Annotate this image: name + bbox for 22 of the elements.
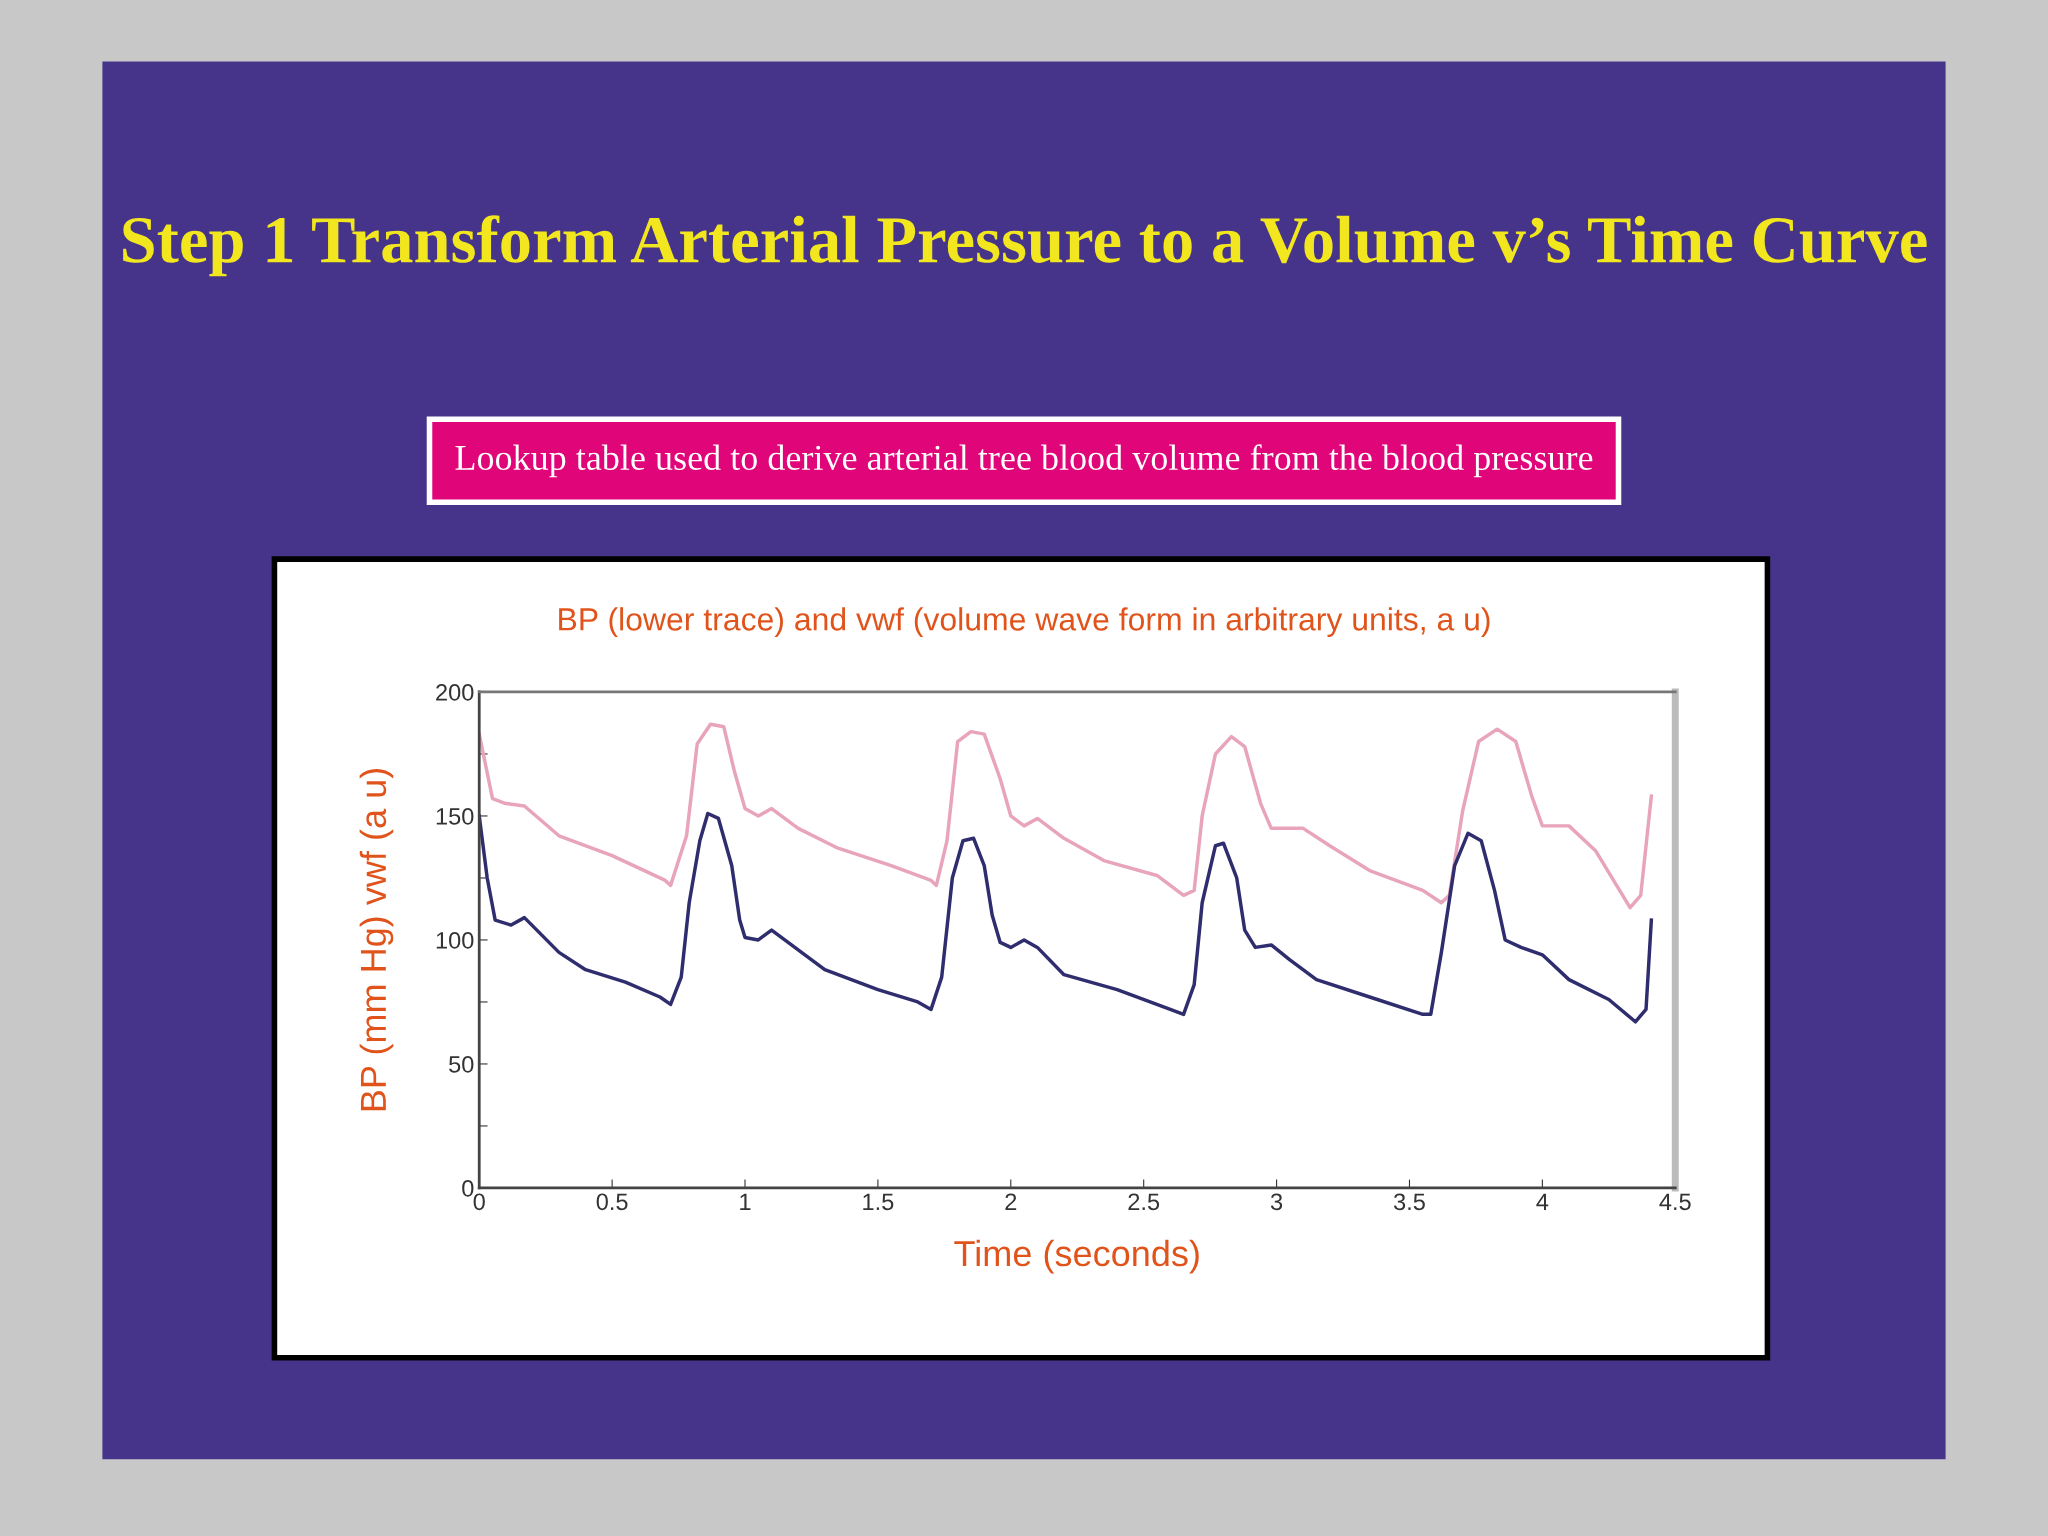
x-tick-label: 0.5 — [596, 1193, 628, 1211]
y-tick-label: 150 — [436, 808, 474, 825]
y-tick-label: 100 — [436, 932, 474, 949]
x-tick-label: 1 — [740, 1193, 751, 1210]
text: BP (lower trace) and vwf (volume wave form in arbitrary units, a u) — [559, 607, 1490, 637]
x-tick-label: 4 — [1536, 1193, 1549, 1210]
x-tick-label: 3.5 — [1393, 1193, 1425, 1211]
x-tick-label: 0 — [473, 1193, 485, 1211]
x-tick-label: 3 — [1270, 1193, 1283, 1211]
y-tick-label: 50 — [449, 1056, 474, 1073]
x-tick-label: 1.5 — [863, 1193, 894, 1211]
y-axis-title: BP (mm Hg) vwf (a u) — [359, 768, 394, 1111]
y-tick-label: 200 — [436, 684, 474, 701]
x-tick-label: 4.5 — [1659, 1193, 1691, 1211]
x-tick-label: 2 — [1005, 1193, 1017, 1210]
x-axis-title: Time (seconds) — [954, 1239, 1199, 1274]
chart-title: Step 1 Transform Arterial Pressure to a Volume v’s Time Curve — [123, 215, 1927, 277]
y-tick-label: 0 — [462, 1180, 474, 1197]
line-series — [479, 722, 1654, 910]
line-series — [479, 811, 1654, 1024]
x-tick-label: 2.5 — [1128, 1193, 1160, 1211]
chart-subtitle: Lookup table used to derive arterial tree blood volume from the blood pressure — [455, 444, 1593, 478]
